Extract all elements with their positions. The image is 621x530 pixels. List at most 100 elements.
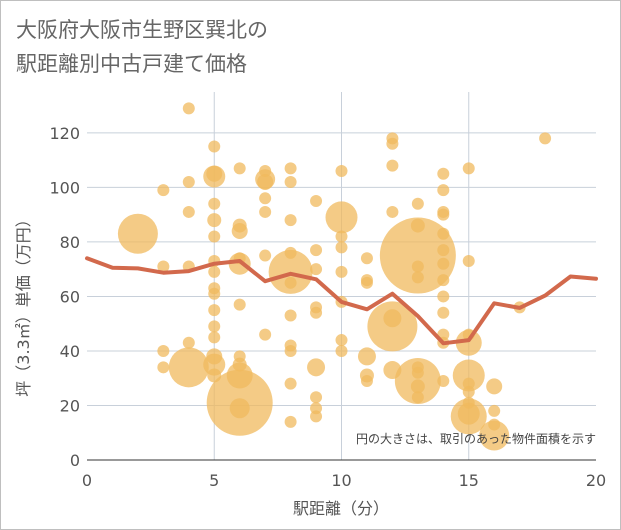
bubble [437,274,450,287]
bubble [284,309,297,322]
bubble [437,184,450,197]
bubble [157,361,170,374]
bubble [259,328,272,341]
bubble [367,301,418,352]
bubble [284,175,297,188]
chart-title: 大阪府大阪市生野区巽北の 駅距離別中古戸建て価格 [16,13,268,81]
bubble [157,260,170,273]
bubble [437,257,450,270]
bubble [207,213,222,228]
bubble [335,230,348,243]
y-tick-label: 40 [60,342,80,361]
chart-title-line-1: 大阪府大阪市生野区巽北の [16,18,268,42]
bubble [310,244,323,257]
bubble [157,184,170,197]
bubble [335,241,348,254]
bubble [379,217,456,294]
bubble [360,276,373,289]
bubble [310,195,323,208]
chart-title-line-2: 駅距離別中古戸建て価格 [16,52,247,76]
bubble [203,353,226,376]
average-price-line [85,256,598,346]
y-tick-label: 100 [49,178,80,197]
axes: 0 20 40 60 80 100 120 0 5 10 15 20 [49,124,606,490]
bubble [488,404,501,417]
bubble [233,298,246,311]
bubble [259,192,272,205]
bubble [411,197,424,210]
bubble [325,201,358,234]
bubble [208,331,221,344]
bubble [182,205,195,218]
bubble [229,398,250,419]
bubble [284,415,297,428]
bubble [450,398,487,435]
bubble [284,214,297,227]
y-tick-label: 80 [60,233,80,252]
x-axis-title: 駅距離（分） [293,499,389,518]
bubble [452,359,485,392]
bubble-size-note: 円の大きさは、取引のあった物件面積を示す [356,431,596,446]
bubble [182,175,195,188]
bubble [411,260,424,273]
bubble [310,391,323,404]
bubble [310,263,323,276]
bubble [437,290,450,303]
bubble [437,244,450,257]
bubble [157,344,170,357]
bubble [203,165,226,188]
y-tick-label: 20 [60,396,80,415]
bubble [539,132,552,145]
bubble [310,410,323,423]
bubble [259,249,272,262]
bubble [410,379,425,394]
bubble [257,173,274,190]
bubble [437,306,450,319]
bubble [386,159,399,172]
bubble [411,271,424,284]
bubble [284,377,297,390]
y-tick-label: 120 [49,124,80,143]
bubble [208,304,221,317]
bubble [208,287,221,300]
bubble [479,420,510,451]
bubble [208,265,221,278]
bubble [335,265,348,278]
bubble [307,358,326,377]
bubble [231,223,248,240]
bubble [310,306,323,319]
bubble [208,320,221,333]
bubble [486,378,503,395]
bubble [360,374,373,387]
x-tick-label: 15 [459,471,479,490]
bubble [284,162,297,175]
y-tick-label: 60 [60,287,80,306]
bubbles [117,102,552,451]
bubble [335,344,348,357]
bubble [411,391,424,404]
bubble [284,344,297,357]
bubble [168,347,209,388]
bubble [228,252,251,275]
x-tick-label: 20 [586,471,606,490]
bubble [437,374,450,387]
x-tick-label: 0 [82,471,92,490]
bubble [462,162,475,175]
bubble [357,347,376,366]
x-tick-label: 10 [331,471,351,490]
bubble [335,334,348,347]
bubble [437,167,450,180]
bubble [259,205,272,218]
bubble [437,227,450,240]
bubble [437,208,450,221]
average-line [85,256,598,346]
bubble [182,336,195,349]
y-tick-label: 0 [70,451,80,470]
bubble [208,230,221,243]
x-tick-label: 5 [209,471,219,490]
bubble [208,140,221,153]
bubble [208,197,221,210]
bubble [233,162,246,175]
bubble [117,213,158,254]
